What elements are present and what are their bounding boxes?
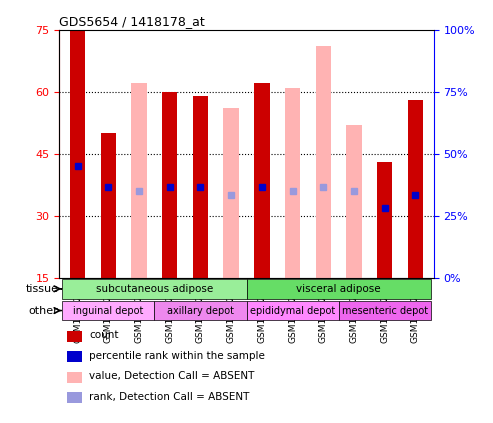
Text: mesenteric depot: mesenteric depot bbox=[342, 305, 428, 316]
Bar bbox=[254, 83, 270, 278]
Bar bbox=[67, 392, 82, 404]
Text: other: other bbox=[29, 305, 59, 316]
Bar bbox=[285, 88, 300, 278]
Text: rank, Detection Call = ABSENT: rank, Detection Call = ABSENT bbox=[89, 392, 249, 402]
FancyBboxPatch shape bbox=[62, 301, 154, 320]
Text: tissue: tissue bbox=[26, 284, 59, 294]
Bar bbox=[67, 351, 82, 363]
Bar bbox=[162, 92, 177, 278]
Text: percentile rank within the sample: percentile rank within the sample bbox=[89, 351, 265, 361]
Bar bbox=[377, 162, 392, 278]
Text: visceral adipose: visceral adipose bbox=[296, 284, 381, 294]
FancyBboxPatch shape bbox=[154, 301, 246, 320]
Bar bbox=[70, 0, 85, 278]
Text: count: count bbox=[89, 330, 119, 341]
Text: subcutaneous adipose: subcutaneous adipose bbox=[96, 284, 213, 294]
Bar bbox=[408, 100, 423, 278]
Text: inguinal depot: inguinal depot bbox=[73, 305, 143, 316]
Bar bbox=[101, 133, 116, 278]
Bar bbox=[316, 46, 331, 278]
Bar bbox=[346, 125, 362, 278]
FancyBboxPatch shape bbox=[246, 301, 339, 320]
FancyBboxPatch shape bbox=[339, 301, 431, 320]
Text: epididymal depot: epididymal depot bbox=[250, 305, 335, 316]
Text: GDS5654 / 1418178_at: GDS5654 / 1418178_at bbox=[59, 16, 205, 28]
Bar bbox=[67, 331, 82, 342]
Bar bbox=[67, 372, 82, 383]
Text: axillary depot: axillary depot bbox=[167, 305, 234, 316]
Bar bbox=[193, 96, 208, 278]
Text: value, Detection Call = ABSENT: value, Detection Call = ABSENT bbox=[89, 371, 254, 382]
FancyBboxPatch shape bbox=[246, 279, 431, 299]
FancyBboxPatch shape bbox=[62, 279, 246, 299]
Bar bbox=[131, 83, 147, 278]
Bar bbox=[223, 108, 239, 278]
